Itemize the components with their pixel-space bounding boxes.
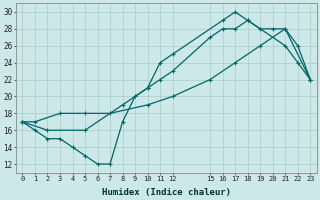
- X-axis label: Humidex (Indice chaleur): Humidex (Indice chaleur): [102, 188, 231, 197]
